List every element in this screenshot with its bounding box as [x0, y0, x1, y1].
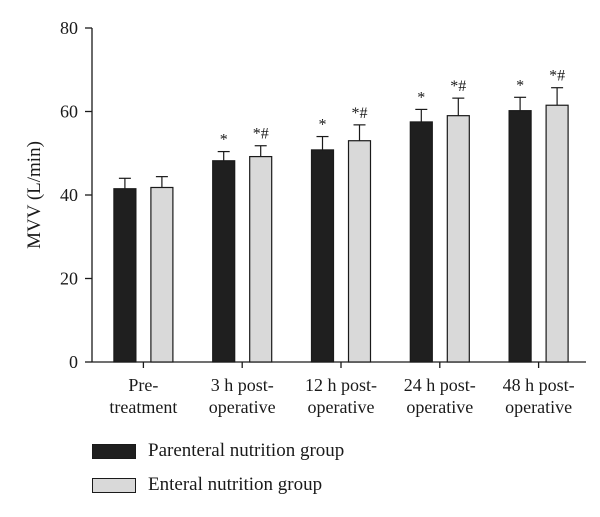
x-tick-label-line: operative: [308, 397, 375, 417]
x-tick-label: 3 h post-operative: [209, 375, 276, 417]
bar: [249, 155, 273, 363]
y-tick-label: 40: [60, 185, 78, 205]
bar: [508, 110, 532, 363]
x-tick-label-line: 24 h post-: [404, 375, 476, 395]
significance-label: *#: [549, 68, 565, 85]
significance-label: *: [516, 77, 524, 94]
legend-swatch-enteral: [92, 477, 136, 493]
x-tick-label-line: operative: [209, 397, 276, 417]
significance-label: *: [220, 132, 228, 149]
legend-label-enteral: Enteral nutrition group: [148, 474, 323, 495]
significance-label: *#: [253, 126, 269, 143]
bar: [347, 140, 372, 363]
legend-item-enteral: Enteral nutrition group: [92, 474, 344, 496]
chart: 0 20 40 60 80 Pre-treatment 3 h post-operative…: [24, 18, 586, 417]
bar: [212, 160, 236, 363]
x-tick-label: 48 h post-operative: [503, 375, 575, 417]
bars: * *# * *# * *# * *#: [113, 68, 569, 363]
y-tick-label: 60: [60, 102, 78, 122]
significance-label: *#: [352, 105, 368, 122]
bar: [409, 121, 433, 363]
x-tick-label: 12 h post-operative: [305, 375, 377, 417]
legend-item-parenteral: Parenteral nutrition group: [92, 440, 344, 462]
legend-swatch-parenteral: [92, 443, 136, 459]
x-tick-label: Pre-treatment: [109, 375, 177, 417]
x-tick-label: 24 h post-operative: [404, 375, 476, 417]
significance-label: *#: [450, 78, 466, 95]
y-tick-label: 80: [60, 18, 78, 38]
y-tick-label: 20: [60, 269, 78, 289]
bar: [150, 186, 174, 363]
legend: Parenteral nutrition group Enteral nutri…: [92, 440, 344, 508]
bar: [310, 149, 335, 363]
x-tick-label-line: Pre-: [128, 375, 158, 395]
significance-label: *: [319, 117, 327, 134]
significance-label: *: [417, 89, 425, 106]
x-tick-label-line: operative: [505, 397, 572, 417]
x-tick-label-line: 12 h post-: [305, 375, 377, 395]
x-tick-label-line: treatment: [109, 397, 177, 417]
x-tick-label-line: 48 h post-: [503, 375, 575, 395]
x-tick-label-line: 3 h post-: [211, 375, 274, 395]
bar: [446, 115, 470, 363]
legend-label-parenteral: Parenteral nutrition group: [148, 440, 345, 461]
y-tick-label: 0: [69, 352, 78, 372]
x-tick-label-line: operative: [406, 397, 473, 417]
axes: 0 20 40 60 80 Pre-treatment 3 h post-operative…: [60, 18, 586, 417]
y-axis-label: MVV (L/min): [24, 141, 45, 249]
bar: [113, 188, 137, 363]
bar: [545, 104, 569, 363]
